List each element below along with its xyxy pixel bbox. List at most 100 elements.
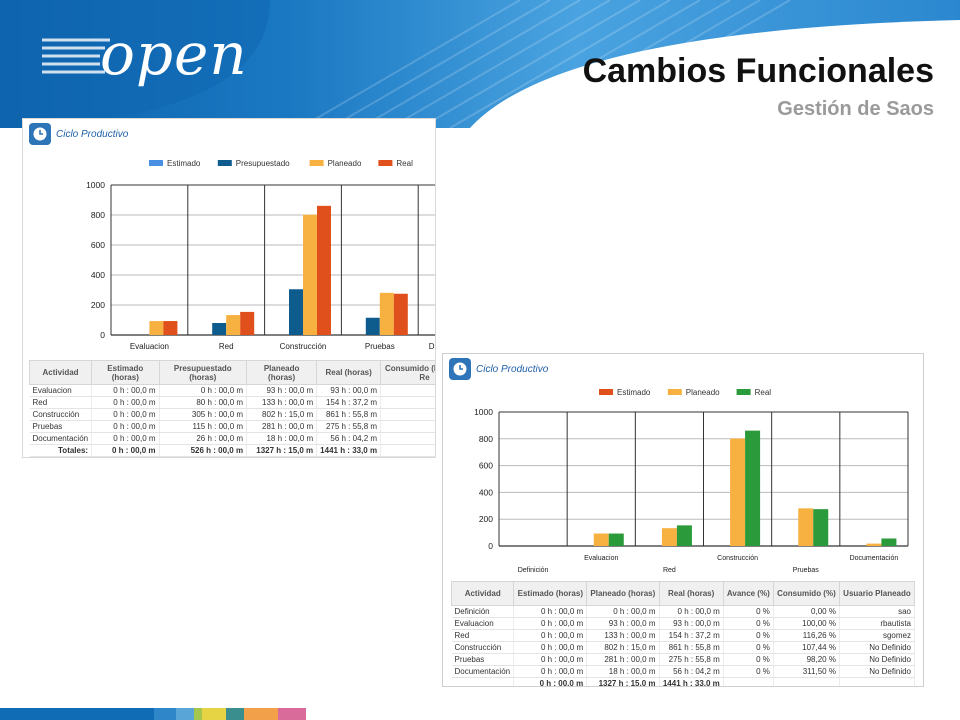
table-cell: 0 % bbox=[723, 629, 774, 642]
column-header: Planeado (horas) bbox=[586, 581, 660, 606]
x-tick-label: Documentación bbox=[429, 342, 436, 351]
footer-color-segment bbox=[202, 708, 226, 720]
total-cell: 526 h : 00,0 m bbox=[159, 444, 248, 457]
footer-color-segment bbox=[176, 708, 194, 720]
table-cell: Documentación bbox=[29, 432, 93, 445]
y-tick-label: 200 bbox=[479, 514, 493, 524]
totals-row: 0 h : 00,0 m 1327 h : 15,0 m 1441 h : 33,0… bbox=[451, 677, 916, 686]
column-header: Presupuestado (horas) bbox=[158, 360, 248, 385]
table-cell: sgomez bbox=[839, 629, 916, 642]
x-tick-label: Pruebas bbox=[365, 342, 395, 351]
table-cell: 100,0 bbox=[380, 384, 435, 397]
table-cell: 18 h : 00,0 m bbox=[586, 665, 660, 678]
bar bbox=[393, 293, 408, 335]
table-cell: 861 h : 55,8 m bbox=[316, 408, 382, 421]
table-row: Red 0 h : 00,0 m 80 h : 00,0 m 133 h : 00,0… bbox=[29, 396, 435, 409]
legend-swatch bbox=[667, 389, 682, 395]
table-cell: 0 h : 00,0 m bbox=[513, 653, 588, 666]
table-cell: 98,20 % bbox=[773, 653, 840, 666]
bar bbox=[813, 509, 829, 546]
bar bbox=[745, 430, 761, 546]
y-tick-label: 200 bbox=[91, 300, 105, 310]
table-cell: Red bbox=[451, 629, 515, 642]
table-cell: 311,5 bbox=[380, 432, 435, 445]
table-cell: 0,00 % bbox=[773, 605, 840, 618]
total-cell bbox=[723, 677, 774, 686]
total-cell: Totales: bbox=[29, 444, 93, 457]
footer-color-segment bbox=[0, 708, 112, 720]
data-table: Actividad Estimado (horas) Presupuestado (… bbox=[28, 360, 435, 457]
table-cell: 0 h : 00,0 m bbox=[659, 605, 724, 618]
legend-label: Estimado bbox=[167, 159, 201, 168]
table-cell: 93 h : 00,0 m bbox=[659, 617, 724, 630]
table-cell: 133 h : 00,0 m bbox=[586, 629, 660, 642]
table-row: Documentación 0 h : 00,0 m 18 h : 00,0 m 56… bbox=[451, 665, 916, 678]
data-table: Actividad Estimado (horas) Planeado (horas… bbox=[450, 581, 916, 686]
legend-label: Real bbox=[396, 159, 413, 168]
legend-swatch bbox=[599, 389, 613, 395]
table-cell: 802 h : 15,0 m bbox=[246, 408, 318, 421]
bar-chart: Estimado Presupuestado Planeado Real 0 200 400… bbox=[86, 159, 436, 351]
footer-color-segment bbox=[278, 708, 306, 720]
table-cell: 107,44 % bbox=[773, 641, 840, 654]
table-cell: 93 h : 00,0 m bbox=[586, 617, 660, 630]
total-cell: 0 h : 00,0 m bbox=[513, 677, 588, 686]
table-cell: Evaluacion bbox=[29, 384, 93, 397]
table-row: Construcción 0 h : 00,0 m 305 h : 00,0 m 80… bbox=[29, 408, 435, 421]
total-cell: 0 h : 00,0 m bbox=[91, 444, 160, 457]
footer-color-segment bbox=[226, 708, 244, 720]
panel-title: Ciclo Productivo bbox=[476, 363, 549, 375]
table-cell: 107,4 bbox=[380, 408, 435, 421]
table-cell: 275 h : 55,8 m bbox=[659, 653, 724, 666]
table-cell: Evaluacion bbox=[451, 617, 515, 630]
table-cell: Definición bbox=[451, 605, 515, 618]
legend-swatch bbox=[217, 160, 232, 166]
table-cell: 861 h : 55,8 m bbox=[659, 641, 724, 654]
total-cell bbox=[451, 677, 515, 686]
table-cell: 98,2 bbox=[380, 420, 435, 433]
table-cell: 93 h : 00,0 m bbox=[316, 384, 382, 397]
table-cell: 275 h : 55,8 m bbox=[316, 420, 382, 433]
page-subtitle: Gestión de Saos bbox=[777, 98, 934, 120]
table-cell: 0 % bbox=[723, 641, 774, 654]
x-tick-label: Red bbox=[663, 567, 676, 574]
x-tick-label: Red bbox=[219, 342, 234, 351]
table-row: Evaluacion 0 h : 00,0 m 93 h : 00,0 m 93 h … bbox=[451, 617, 916, 630]
legend-swatch bbox=[309, 160, 324, 166]
table-cell: 0 h : 00,0 m bbox=[513, 617, 588, 630]
table-cell: 93 h : 00,0 m bbox=[246, 384, 318, 397]
table-cell: 26 h : 00,0 m bbox=[159, 432, 248, 445]
table-cell: No Definido bbox=[839, 653, 916, 666]
y-tick-label: 0 bbox=[100, 330, 105, 340]
total-cell: 1441 h : 33,0 m bbox=[316, 444, 382, 457]
legend-label: Presupuestado bbox=[236, 159, 290, 168]
table-cell: No Definido bbox=[839, 665, 916, 678]
table-cell: 133 h : 00,0 m bbox=[246, 396, 318, 409]
table-cell: 281 h : 00,0 m bbox=[586, 653, 660, 666]
table-cell: 56 h : 04,2 m bbox=[659, 665, 724, 678]
legend-label: Real bbox=[755, 388, 772, 397]
total-cell: 1441 h : 33,0 m bbox=[659, 677, 724, 686]
x-tick-label: Evaluacion bbox=[130, 342, 169, 351]
clock-icon bbox=[29, 123, 51, 145]
column-header: Real (horas) bbox=[658, 581, 724, 606]
bar bbox=[289, 289, 303, 335]
y-tick-label: 400 bbox=[479, 487, 493, 497]
table-cell: rbautista bbox=[839, 617, 916, 630]
bar bbox=[608, 533, 624, 546]
bar bbox=[240, 311, 255, 335]
column-header: Actividad bbox=[450, 581, 515, 606]
legend-swatch bbox=[736, 389, 751, 395]
bar bbox=[149, 321, 164, 335]
table-cell: 0 h : 00,0 m bbox=[513, 629, 588, 642]
table-cell: Pruebas bbox=[451, 653, 515, 666]
table-cell: sao bbox=[839, 605, 916, 618]
header-banner: open Cambios Funcionales Gestión de Saos bbox=[0, 0, 960, 128]
footer-color-segment bbox=[112, 708, 154, 720]
column-header: Avance (%) bbox=[722, 581, 774, 606]
column-header: Consumido (Plan vs. Re bbox=[380, 360, 435, 385]
total-cell bbox=[380, 444, 435, 457]
table-cell: 0 % bbox=[723, 617, 774, 630]
